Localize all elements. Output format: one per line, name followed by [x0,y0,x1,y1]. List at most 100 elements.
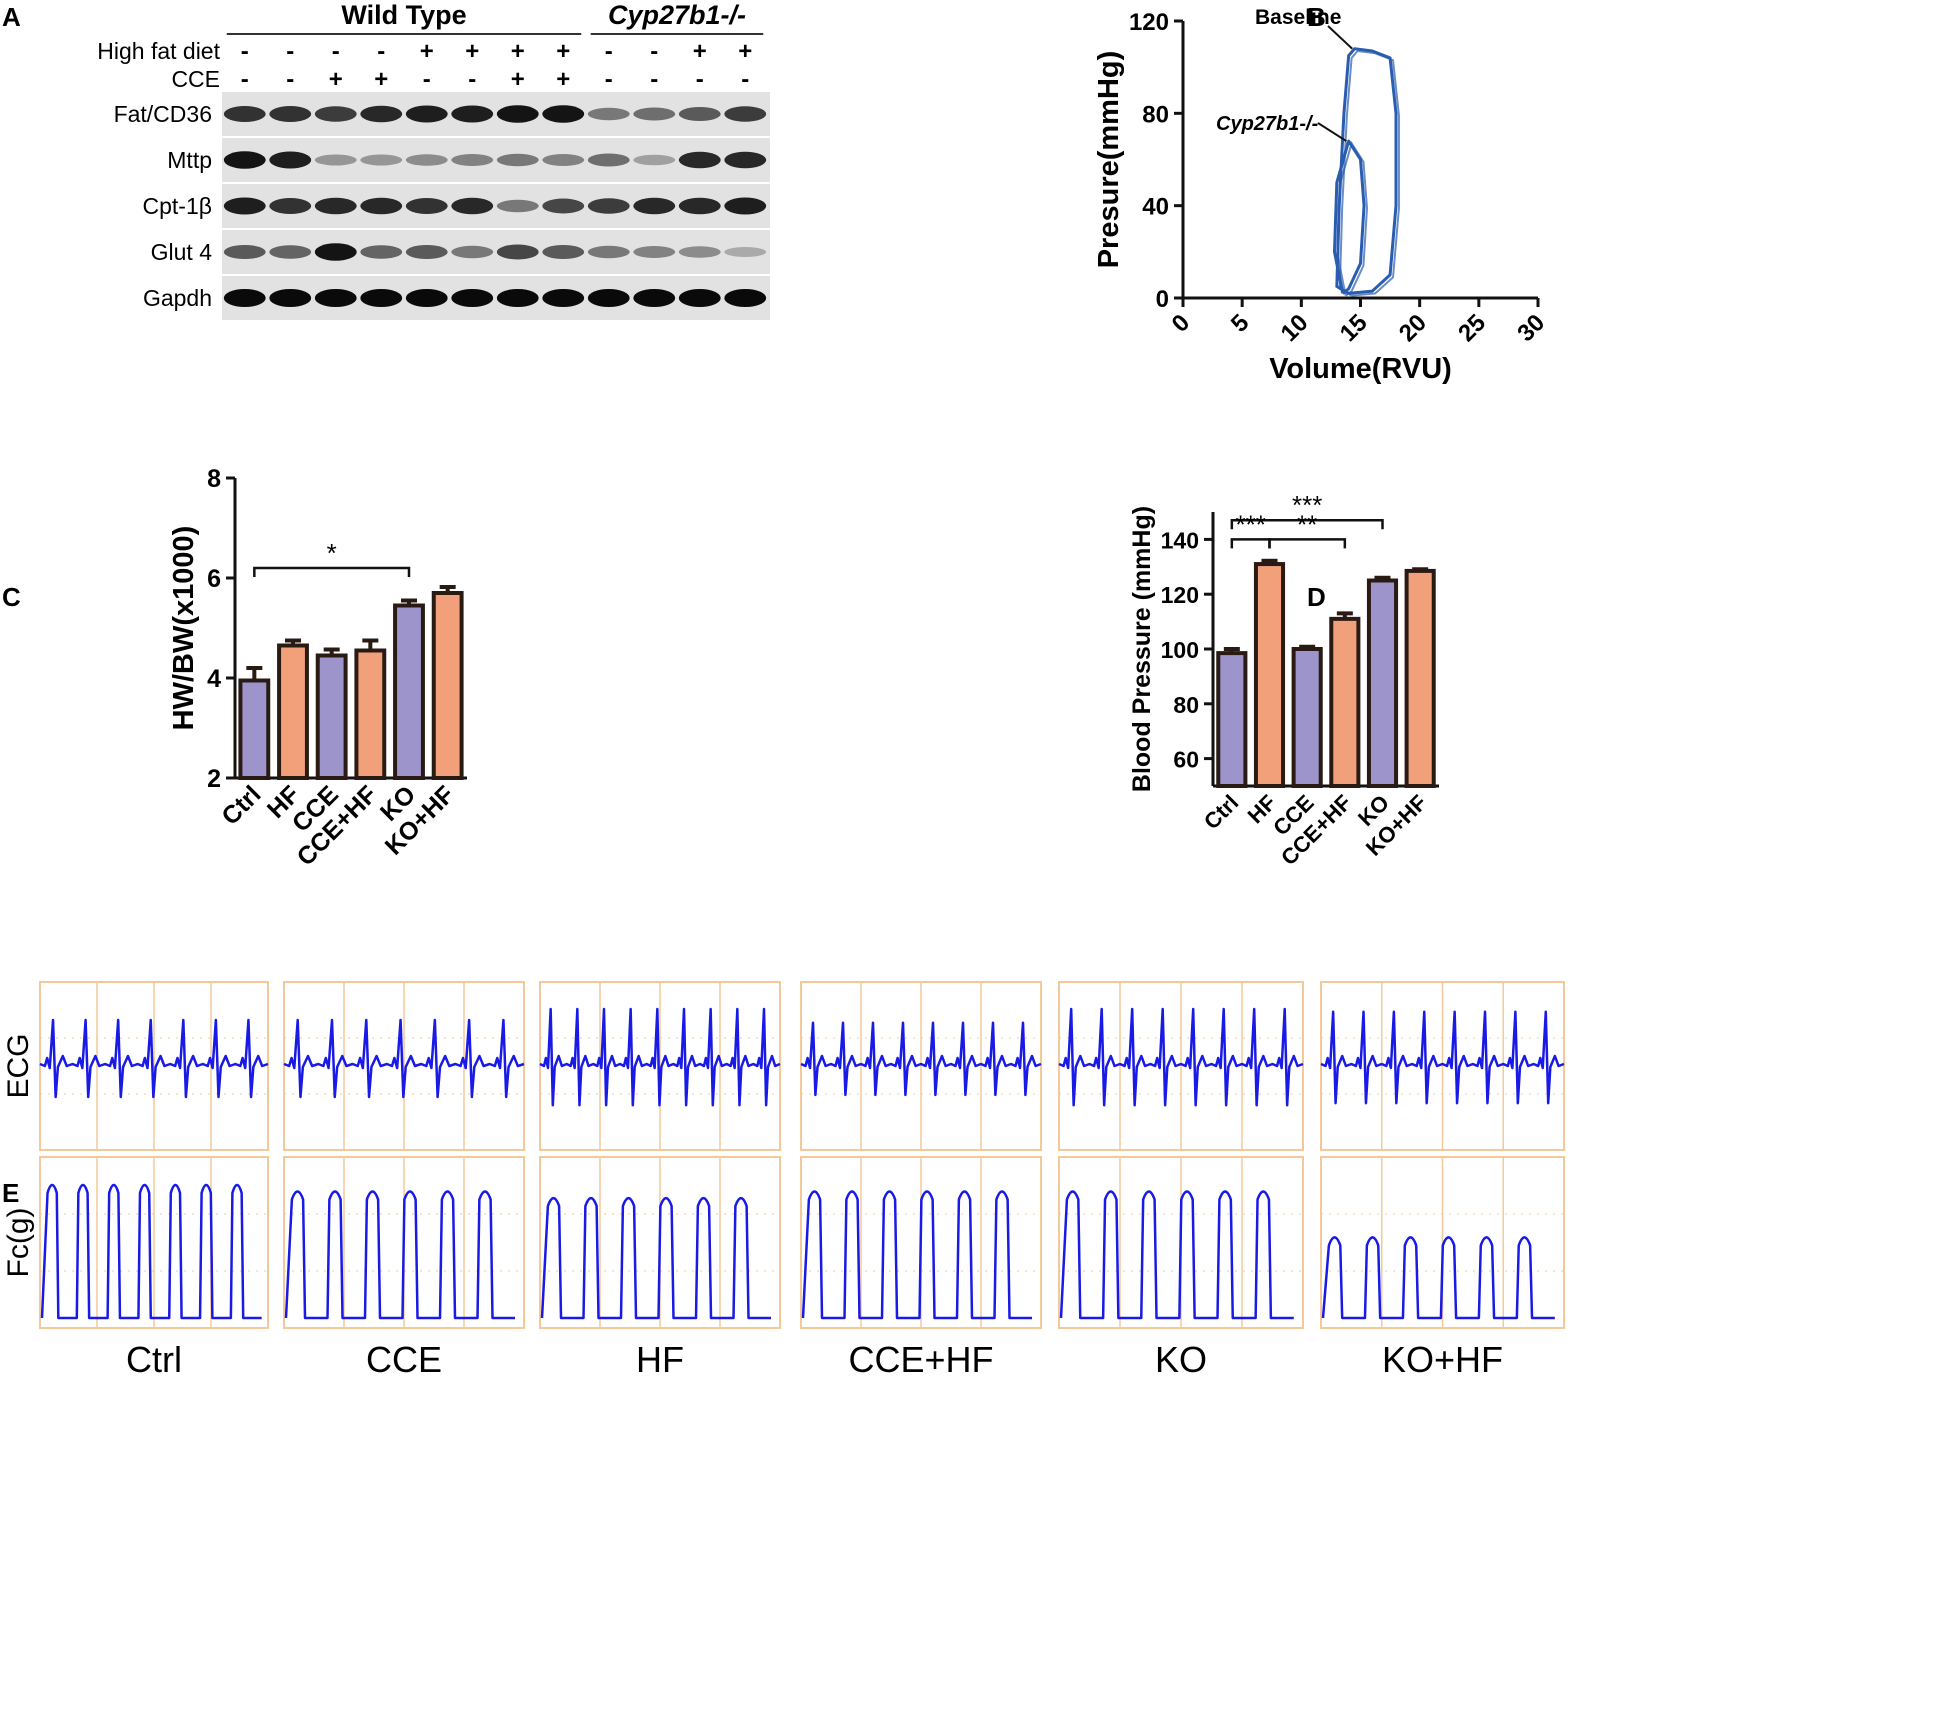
blot-band [496,199,539,213]
annotation-ko: Cyp27b1-/- [1216,113,1319,135]
blot-band [496,289,539,307]
blot-band [633,289,676,307]
blot-band [451,245,494,259]
ecg-waveform [539,1007,781,1107]
trace-label: CCE [366,1339,442,1380]
blot-strip [222,92,770,136]
trace-label: KO [1155,1339,1207,1380]
blot-band [587,153,630,167]
blot-band-label: Gapdh [143,285,212,311]
blot-condition-sign: - [605,66,613,93]
significance-label: *** [1235,509,1265,539]
y-tick-label: 80 [1142,101,1169,128]
blot-band [223,245,266,259]
panel-letter-e: E [2,1178,19,1208]
blot-condition-sign: + [374,66,388,93]
blot-condition-sign: + [329,66,343,93]
annotation-leader [1327,25,1353,50]
blot-band [405,289,448,307]
pv-loop-line [1338,49,1400,297]
y-tick-label: 120 [1129,9,1169,36]
y-tick-label: 0 [1156,286,1169,313]
ecg-waveform [1320,1010,1565,1105]
blot-band [633,246,676,258]
bar [1253,562,1286,788]
blot-band [542,289,585,307]
blot-band [678,151,721,169]
y-tick-label: 40 [1142,194,1169,221]
y-tick-label: 100 [1161,637,1199,663]
x-tick-label: 15 [1335,309,1373,347]
significance-bracket [1230,518,1384,530]
y-tick-label: 140 [1161,527,1199,553]
annotation-leader [1317,122,1347,142]
bar [1291,647,1323,788]
blot-condition-sign: - [423,66,431,93]
blot-band [633,154,676,166]
blot-condition-sign: - [605,38,613,65]
panel-letter-c: C [2,582,21,612]
blot-band [451,105,494,123]
y-tick-label: 6 [207,565,221,593]
blot-band [587,198,630,214]
y-axis-label: HW/BW(x1000) [168,526,200,731]
bar [1404,568,1436,788]
blot-condition-sign: - [286,38,294,65]
fc-waveform [801,1190,1032,1320]
blot-band [451,197,494,215]
blot-band [724,289,767,307]
blot-condition-sign: - [241,66,249,93]
ecg-waveform [1058,1007,1304,1107]
x-tick-label: 20 [1394,309,1432,347]
blot-band [542,105,585,123]
panel-letter-d: D [1307,582,1326,612]
blot-condition-sign: + [511,38,525,65]
y-axis-label: Blood Pressure (mmHg) [1128,506,1156,792]
blot-band [223,197,266,215]
significance-label: *** [1292,490,1322,520]
blot-strip [222,138,770,182]
y-tick-label: 120 [1161,582,1199,608]
panel-letter-b: B [1307,2,1326,32]
blot-condition-sign: - [468,66,476,93]
x-tick-label: 10 [1276,309,1314,347]
blot-condition-sign: - [650,66,658,93]
bar [1216,651,1248,788]
x-tick-label: 25 [1453,309,1491,347]
blot-band [223,106,266,122]
annotation-baseline: Baseline [1255,6,1341,29]
blot-band [269,106,312,122]
blot-band [314,289,357,307]
blot-band [405,245,448,259]
blot-band [314,154,357,166]
blot-condition-sign: + [420,38,434,65]
blot-band [724,247,767,257]
blot-band [360,105,403,123]
blot-condition-sign: - [286,66,294,93]
blot-band [542,198,585,214]
blot-band [360,197,403,215]
blot-condition-sign: - [241,38,249,65]
blot-band [405,154,448,166]
trace-label: CCE+HF [848,1339,993,1380]
blot-condition-sign: + [693,38,707,65]
blot-condition-label: CCE [171,66,220,92]
blot-band [496,105,539,123]
blot-strip [222,230,770,274]
pv-loop-chart: 0 40 80 120 0 5 10 15 20 25 30 Volume(RVU) Presure(m… [1093,6,1550,385]
fc-waveform [40,1183,262,1320]
blot-band [724,197,767,215]
y-tick-label: 80 [1173,692,1199,718]
blot-strip [222,184,770,228]
blot-band [405,198,448,214]
blot-band [360,245,403,259]
blot-band [451,289,494,307]
y-tick-label: 8 [207,465,221,493]
blot-band [542,245,585,259]
significance-label: * [327,538,337,568]
blot-condition-label: High fat diet [97,38,220,64]
bar [277,643,309,780]
bar [1366,578,1399,788]
